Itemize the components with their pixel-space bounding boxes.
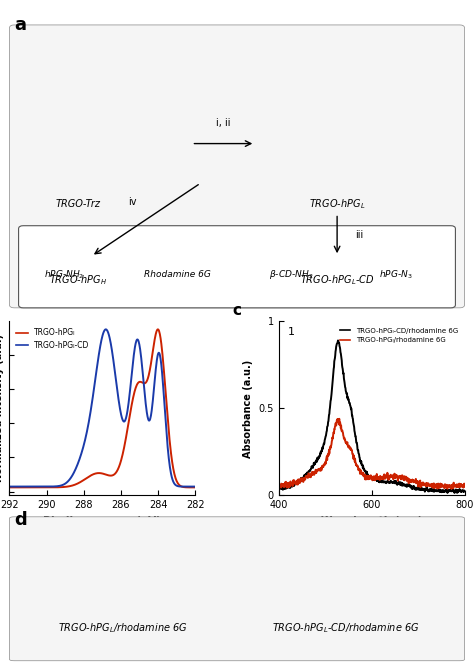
Text: iv: iv xyxy=(128,197,137,207)
Text: iii: iii xyxy=(356,230,364,240)
X-axis label: Wavelength (nm): Wavelength (nm) xyxy=(321,516,422,526)
Text: TRGO-hPG$_L$: TRGO-hPG$_L$ xyxy=(309,197,365,211)
Y-axis label: Normalized intensity (a.u.): Normalized intensity (a.u.) xyxy=(0,334,4,482)
Text: TRGO-hPG$_L$-CD: TRGO-hPG$_L$-CD xyxy=(300,274,374,288)
X-axis label: Binding energy (eV): Binding energy (eV) xyxy=(44,516,161,526)
FancyBboxPatch shape xyxy=(18,225,456,308)
Y-axis label: Absorbance (a.u.): Absorbance (a.u.) xyxy=(243,359,253,458)
Text: hPG-NH$_2$: hPG-NH$_2$ xyxy=(44,268,84,280)
FancyBboxPatch shape xyxy=(9,517,465,661)
Text: c: c xyxy=(232,303,241,318)
FancyBboxPatch shape xyxy=(9,25,465,308)
Text: TRGO-hPG$_L$-CD/rhodamine 6G: TRGO-hPG$_L$-CD/rhodamine 6G xyxy=(273,621,420,635)
Text: d: d xyxy=(14,510,27,529)
Text: a: a xyxy=(14,16,26,34)
Text: TRGO-hPG$_H$: TRGO-hPG$_H$ xyxy=(49,274,107,288)
Text: $\beta$-CD-NH$_2$: $\beta$-CD-NH$_2$ xyxy=(269,268,314,281)
Legend: TRGO-hPGₗ, TRGO-hPGₗ-CD: TRGO-hPGₗ, TRGO-hPGₗ-CD xyxy=(13,325,92,353)
Legend: TRGO-hPGₗ-CD/rhodamine 6G, TRGO-hPGₗ/rhodamine 6G: TRGO-hPGₗ-CD/rhodamine 6G, TRGO-hPGₗ/rho… xyxy=(337,325,461,346)
Text: i, ii: i, ii xyxy=(216,118,230,128)
Text: Rhodamine 6G: Rhodamine 6G xyxy=(145,270,211,279)
Text: TRGO-hPG$_L$/rhodamine 6G: TRGO-hPG$_L$/rhodamine 6G xyxy=(58,621,188,635)
Text: TRGO-Trz: TRGO-Trz xyxy=(55,199,100,209)
Text: 1: 1 xyxy=(288,326,295,337)
Text: hPG-N$_3$: hPG-N$_3$ xyxy=(379,268,413,280)
